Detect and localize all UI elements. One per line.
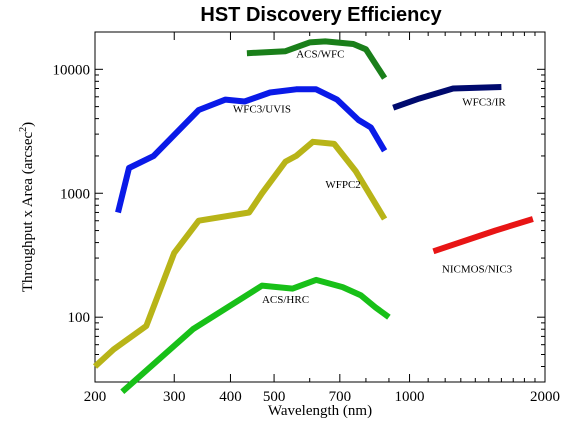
x-tick-label: 700 [329, 389, 352, 405]
x-tick-label: 2000 [530, 389, 560, 405]
series-label-nicmos-nic3: NICMOS/NIC3 [442, 263, 513, 275]
x-tick-label: 300 [163, 389, 186, 405]
chart-title: HST Discovery Efficiency [200, 4, 442, 26]
series-line-wfc3-uvis [115, 86, 388, 214]
y-axis-label-suffix: ) [20, 122, 36, 127]
series-group: ACS/WFC WFC3/UVIS WFC3/IR WFPC2 NICMOS/NIC3 A… [92, 38, 534, 395]
x-tick-label: 200 [84, 389, 107, 405]
y-axis-label: Throughput x Area (arcsec2) [18, 122, 36, 292]
x-tick-label: 1000 [395, 389, 425, 405]
axis-ticks: 200 300 400 500 700 1000 2000 100 1000 10000 [53, 32, 560, 405]
series-line-wfc3-ir [392, 84, 502, 111]
series-label-acs-hrc: ACS/HRC [262, 294, 309, 306]
y-tick-label: 100 [68, 310, 91, 326]
series-line-acs-hrc [120, 276, 391, 395]
series-label-wfc3-ir: WFC3/IR [462, 97, 506, 109]
y-tick-label: 1000 [60, 186, 90, 202]
x-tick-label: 500 [263, 389, 286, 405]
y-tick-label: 10000 [53, 62, 91, 78]
series-line-acs-wfc [246, 38, 388, 80]
y-axis-label-superscript: 2 [18, 127, 29, 132]
series-line-wfpc2 [92, 138, 388, 369]
x-axis-label: Wavelength (nm) [268, 403, 372, 419]
series-line-nicmos-nic3 [432, 216, 534, 255]
plot-frame [94, 31, 546, 383]
x-tick-label: 400 [219, 389, 242, 405]
series-label-acs-wfc: ACS/WFC [296, 48, 344, 60]
y-axis-label-main: Throughput x Area (arcsec [20, 131, 36, 292]
series-label-wfc3-uvis: WFC3/UVIS [233, 103, 291, 115]
series-label-wfpc2: WFPC2 [325, 179, 360, 191]
